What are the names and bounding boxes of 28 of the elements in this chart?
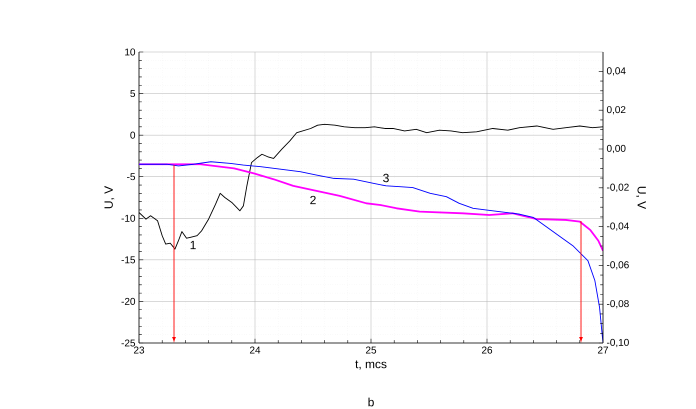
- y-tick-label: -25: [122, 339, 136, 347]
- y-axis-title: U, V: [104, 186, 114, 208]
- annotation: 3: [383, 174, 389, 182]
- x-tick-label: 26: [482, 346, 492, 354]
- y-tick-label: 0: [130, 132, 136, 139]
- y2-tick-label: 0,04: [606, 67, 626, 76]
- y2-tick-label: -0,04: [606, 222, 629, 231]
- y2-tick-label: 0,00: [606, 144, 626, 154]
- y-tick-label: 10: [125, 48, 136, 56]
- y-tick-label: -10: [122, 214, 136, 222]
- y2-tick-label: -0,02: [606, 184, 629, 192]
- x-tick-label: 23: [134, 346, 144, 354]
- x-tick-label: 25: [366, 346, 376, 354]
- y2-tick-label: 0,02: [606, 106, 626, 114]
- y2-axis-title: U, V: [636, 186, 646, 210]
- y2-tick-label: -0,08: [606, 300, 629, 308]
- y2-tick-label: -0,06: [606, 261, 629, 270]
- text: b: [368, 398, 374, 406]
- x-axis-title: t, mcs: [355, 360, 387, 370]
- y2-tick-label: -0,10: [606, 338, 629, 348]
- y-tick-label: 5: [130, 90, 136, 98]
- x-tick-label: 24: [250, 346, 260, 354]
- y-tick-label: -5: [127, 173, 136, 180]
- annotation: 1: [190, 240, 196, 250]
- y-tick-label: -15: [122, 256, 136, 264]
- annotation: 2: [310, 196, 316, 204]
- y-tick-label: -20: [122, 298, 136, 305]
- x-tick-label: 27: [598, 346, 608, 354]
